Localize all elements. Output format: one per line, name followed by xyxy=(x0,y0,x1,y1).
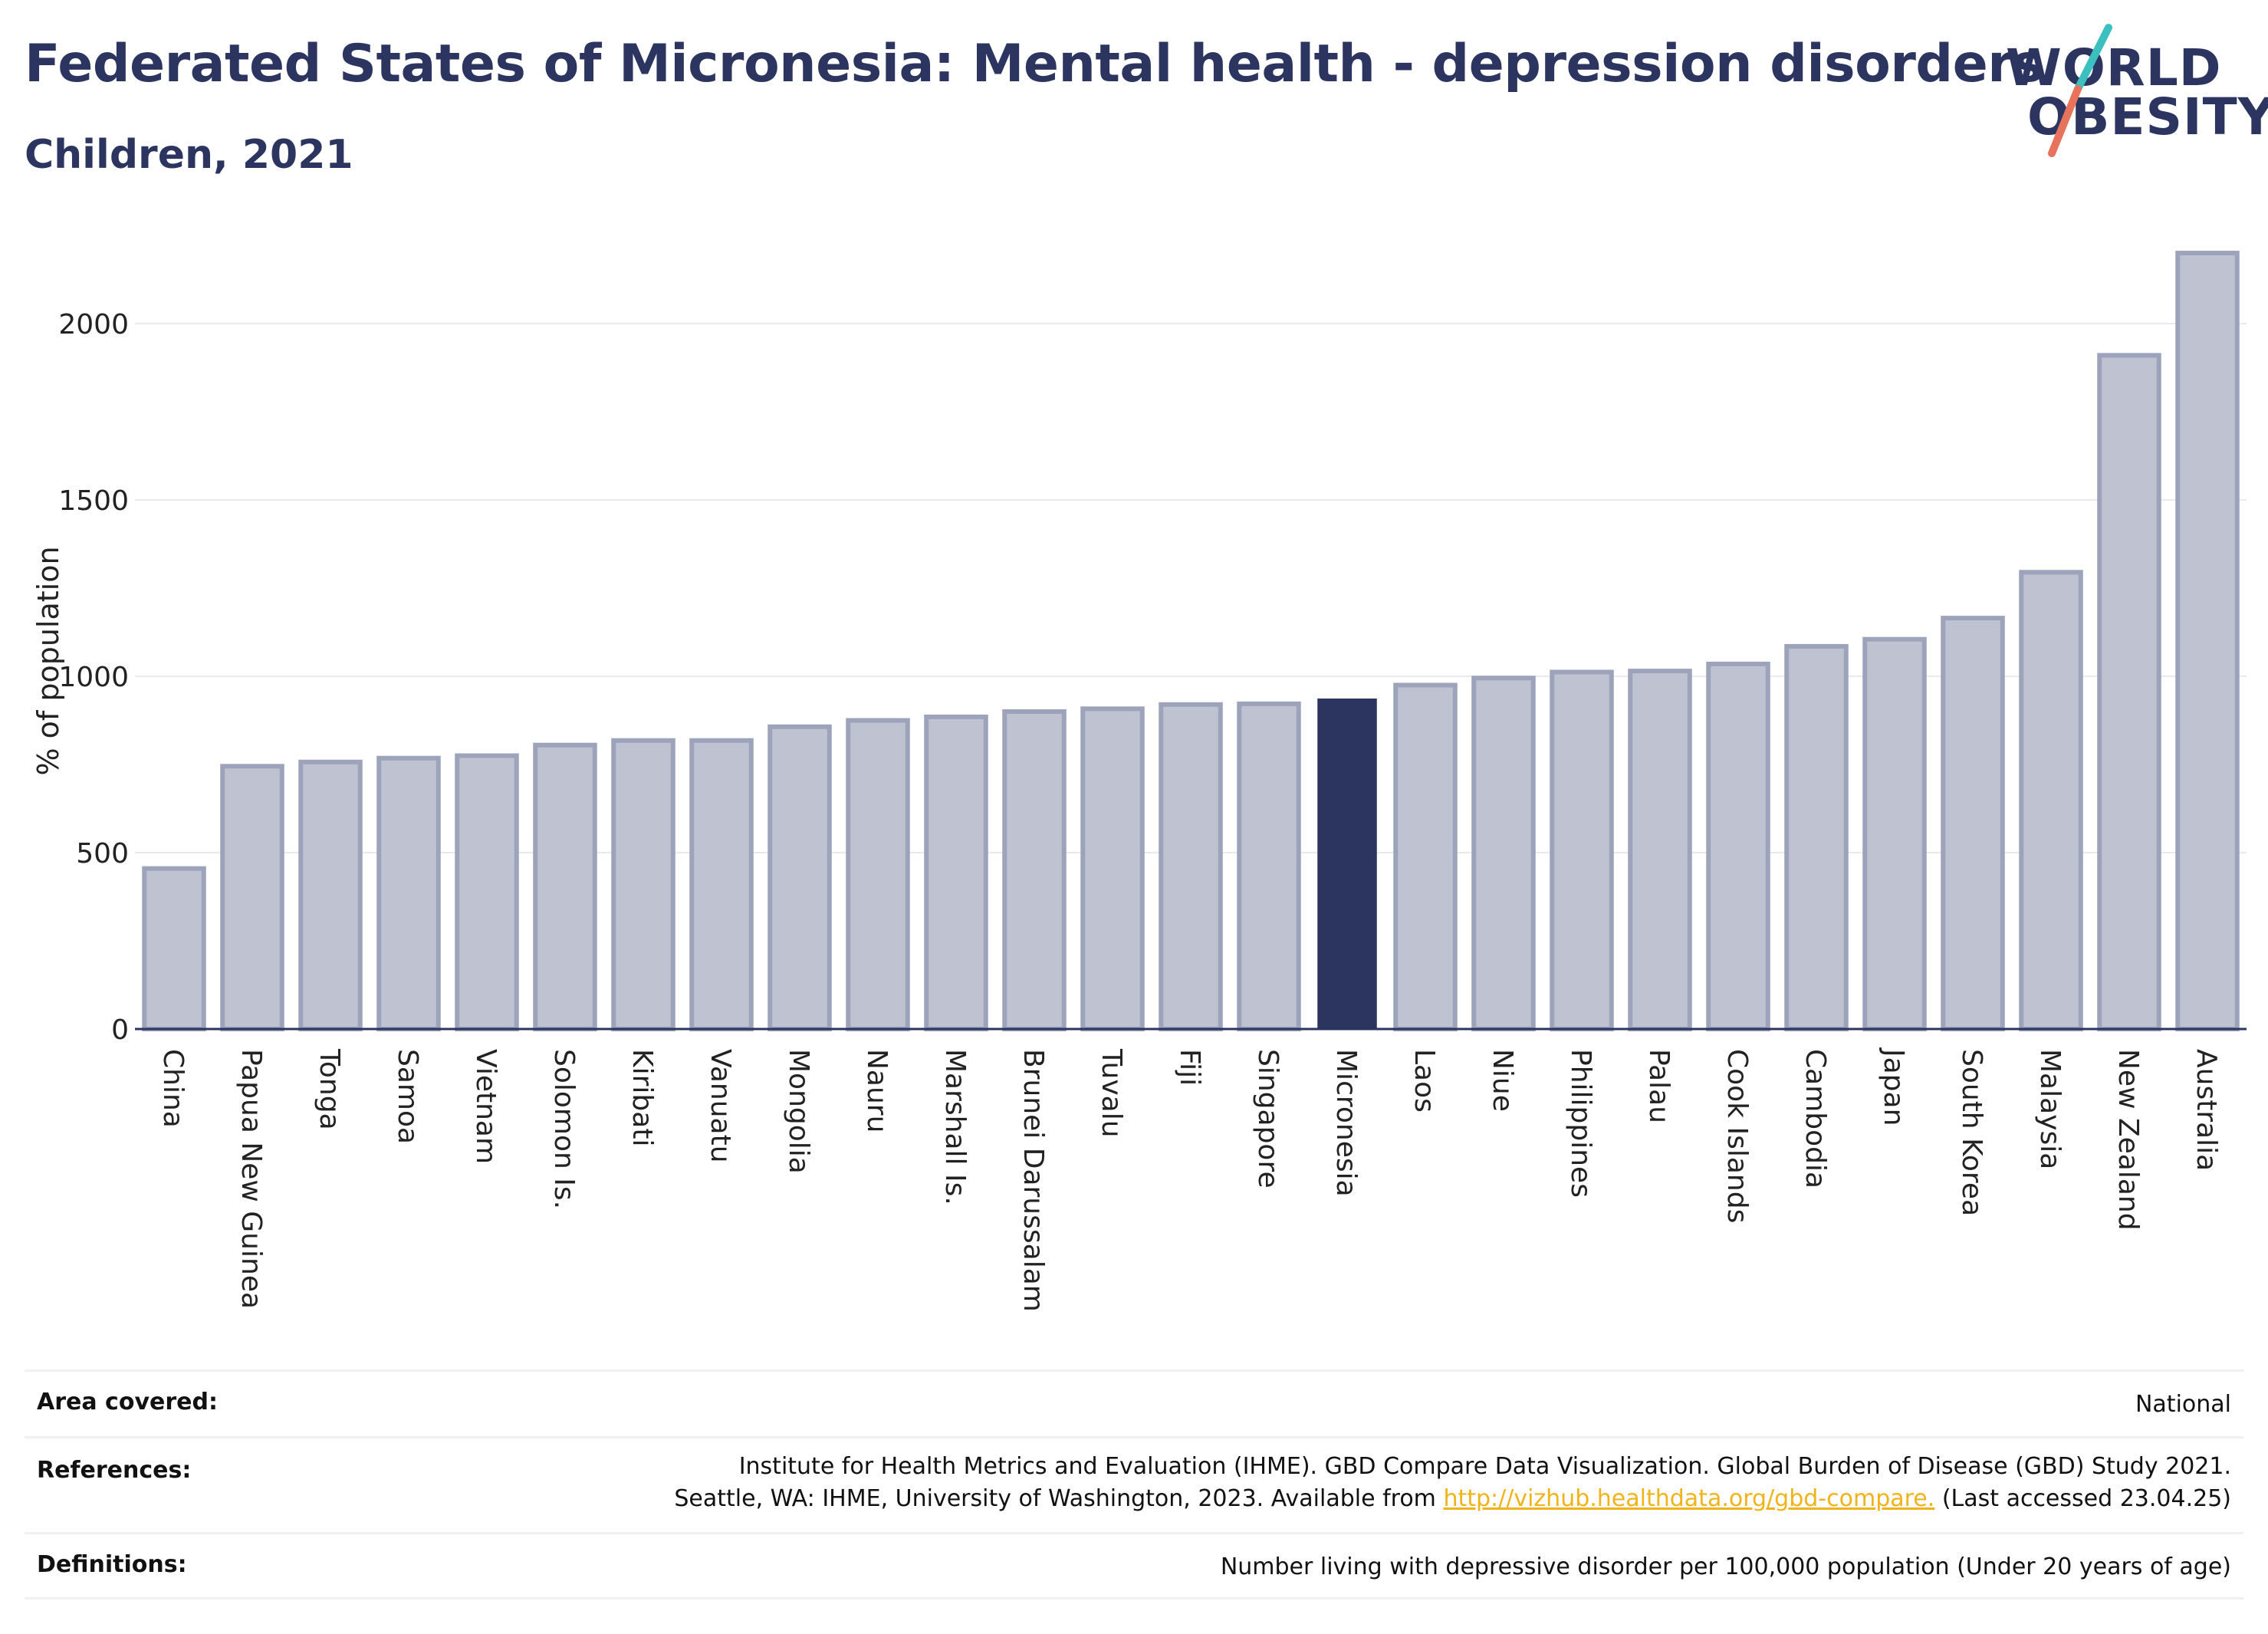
area-covered-label: Area covered: xyxy=(37,1389,218,1415)
definitions-value: Number living with depressive disorder p… xyxy=(1220,1553,2231,1580)
x-tick-label: Brunei Darussalam xyxy=(1017,1049,1049,1312)
y-tick-label: 2000 xyxy=(58,309,129,340)
bar-samoa xyxy=(376,755,441,1031)
logo-slash-icon xyxy=(2048,24,2112,157)
x-tick-label: Australia xyxy=(2191,1049,2222,1171)
bar-japan xyxy=(1862,636,1927,1031)
area-covered-row: Area covered: National xyxy=(25,1369,2243,1436)
world-obesity-logo: WORLD OBESITY xyxy=(1994,23,2268,161)
x-tick-label: Malaysia xyxy=(2034,1049,2066,1169)
bar-chart: 0 500 1000 1500 2000 % of population China Papu… xyxy=(31,251,2247,1312)
bar-micronesia xyxy=(1317,698,1377,1029)
x-tick-label: Cook Islands xyxy=(1721,1049,1753,1223)
area-covered-value: National xyxy=(2135,1391,2231,1418)
x-tick-label: South Korea xyxy=(1956,1049,1987,1216)
references-line2-post: (Last accessed 23.04.25) xyxy=(1934,1485,2231,1512)
x-tick-label: Niue xyxy=(1487,1049,1518,1112)
x-tick-label: Papua New Guinea xyxy=(235,1049,267,1309)
bar-solomon-is xyxy=(533,742,597,1031)
bar-fiji xyxy=(1159,702,1223,1031)
x-tick-label: Philippines xyxy=(1565,1049,1596,1198)
x-tick-label: Fiji xyxy=(1174,1049,1205,1086)
x-tick-label: Japan xyxy=(1878,1047,1909,1126)
references-line1: Institute for Health Metrics and Evaluat… xyxy=(738,1453,2231,1480)
x-tick-label: China xyxy=(157,1049,189,1128)
bar-new-zealand xyxy=(2097,353,2161,1031)
bar-malaysia xyxy=(2019,570,2083,1031)
x-tick-label: Tuvalu xyxy=(1096,1048,1127,1138)
x-tick-label: Mongolia xyxy=(783,1049,814,1174)
x-tick-label: Palau xyxy=(1643,1049,1675,1123)
x-tick-label: Laos xyxy=(1408,1049,1440,1113)
chart-subtitle: Children, 2021 xyxy=(25,132,353,178)
x-tick-label: Samoa xyxy=(392,1049,423,1144)
bar-philippines xyxy=(1550,669,1614,1031)
y-tick-label: 0 xyxy=(111,1014,129,1046)
references-line2-pre: Seattle, WA: IHME, University of Washing… xyxy=(674,1485,1444,1512)
references-row: References: Institute for Health Metrics… xyxy=(25,1436,2243,1532)
definitions-label: Definitions: xyxy=(37,1551,187,1578)
chart-title: Federated States of Micronesia: Mental h… xyxy=(25,34,2044,94)
bar-tuvalu xyxy=(1080,706,1145,1031)
chart-footer: Area covered: National References: Insti… xyxy=(25,1369,2243,1599)
logo-text-line1: WORLD xyxy=(2006,38,2222,97)
bar-mongolia xyxy=(768,724,832,1032)
references-line2: Seattle, WA: IHME, University of Washing… xyxy=(674,1483,2231,1515)
bar-china xyxy=(142,866,206,1032)
bar-cambodia xyxy=(1784,643,1849,1032)
bar-south-korea xyxy=(1941,616,2005,1031)
bar-singapore xyxy=(1237,701,1301,1031)
x-tick-label: Kiribati xyxy=(626,1049,658,1146)
x-tick-label: New Zealand xyxy=(2112,1049,2144,1231)
y-axis-label: % of population xyxy=(31,546,65,775)
x-tick-label: Marshall Is. xyxy=(939,1049,971,1205)
bar-tonga xyxy=(298,759,363,1032)
bar-kiribati xyxy=(611,738,675,1031)
y-tick-label: 1000 xyxy=(58,662,129,693)
y-tick-label: 1500 xyxy=(58,485,129,517)
references-text: Institute for Health Metrics and Evaluat… xyxy=(674,1451,2231,1515)
bar-nauru xyxy=(846,718,910,1031)
bar-vietnam xyxy=(455,753,519,1031)
x-tick-label: Micronesia xyxy=(1330,1049,1362,1197)
bar-australia xyxy=(2175,251,2240,1031)
bar-papua-new-guinea xyxy=(220,764,284,1031)
x-tick-label: Tonga xyxy=(314,1048,345,1130)
bar-marshall-is xyxy=(924,714,988,1032)
bar-vanuatu xyxy=(689,738,754,1031)
x-tick-label: Vietnam xyxy=(470,1049,501,1164)
x-tick-label: Solomon Is. xyxy=(548,1049,580,1209)
bar-laos xyxy=(1393,682,1458,1031)
bar-brunei-darussalam xyxy=(1002,709,1067,1031)
x-tick-label: Cambodia xyxy=(1800,1049,1831,1189)
definitions-row: Definitions: Number living with depressi… xyxy=(25,1532,2243,1599)
x-tick-label: Vanuatu xyxy=(705,1049,736,1163)
references-link[interactable]: http://vizhub.healthdata.org/gbd-compare… xyxy=(1443,1485,1935,1512)
x-tick-label: Nauru xyxy=(861,1049,892,1133)
y-tick-label: 500 xyxy=(76,838,129,870)
references-label: References: xyxy=(37,1457,192,1484)
bar-niue xyxy=(1471,676,1536,1031)
bar-palau xyxy=(1628,669,1692,1031)
bar-cook-islands xyxy=(1706,661,1770,1032)
x-tick-label: Singapore xyxy=(1252,1049,1284,1189)
